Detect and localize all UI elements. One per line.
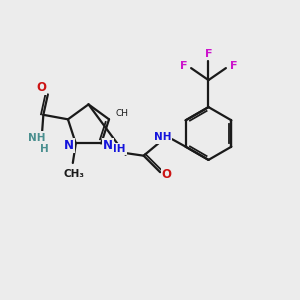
- Text: NH: NH: [108, 144, 125, 154]
- Text: NH: NH: [28, 133, 45, 142]
- Text: F: F: [230, 61, 237, 71]
- Text: N: N: [103, 140, 113, 152]
- Text: F: F: [205, 49, 212, 59]
- Text: O: O: [36, 81, 46, 94]
- Text: O: O: [162, 168, 172, 181]
- Text: CH: CH: [116, 109, 129, 118]
- Text: CH₃: CH₃: [64, 169, 85, 179]
- Text: H: H: [40, 144, 49, 154]
- Text: NH: NH: [154, 132, 171, 142]
- Text: F: F: [180, 61, 187, 71]
- Text: N: N: [64, 140, 74, 152]
